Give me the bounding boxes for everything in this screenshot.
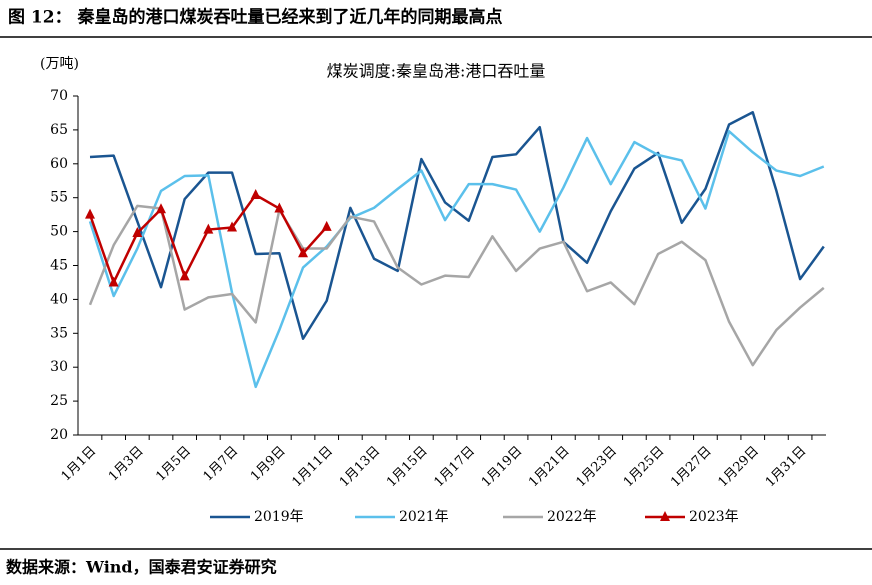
y-tick-label: 55 xyxy=(50,190,68,206)
series-line xyxy=(88,193,328,284)
point-marker xyxy=(179,270,190,281)
x-tick-label: 1月13日 xyxy=(337,444,384,491)
x-tick-label: 1月11日 xyxy=(289,444,336,491)
point-marker xyxy=(132,226,143,237)
source-note: 数据来源：Wind，国泰君安证券研究 xyxy=(6,558,277,577)
point-marker xyxy=(156,203,167,214)
point-marker xyxy=(108,276,119,287)
x-tick-label: 1月5日 xyxy=(153,444,194,485)
y-tick-label: 50 xyxy=(50,224,68,240)
chart-title: 煤炭调度:秦皇岛港:港口吞吐量 xyxy=(327,62,546,81)
y-tick-label: 20 xyxy=(50,427,68,443)
y-axis-label: (万吨) xyxy=(40,56,79,72)
legend-marker xyxy=(660,511,670,521)
point-marker xyxy=(298,247,309,258)
x-tick-label: 1月25日 xyxy=(621,444,668,491)
series-line xyxy=(88,204,825,367)
y-tick-label: 65 xyxy=(50,122,68,138)
x-tick-label: 1月1日 xyxy=(59,444,100,485)
y-tick-label: 45 xyxy=(50,258,68,274)
x-tick-label: 1月15日 xyxy=(384,444,431,491)
legend-label: 2022年 xyxy=(547,509,597,525)
series-line xyxy=(89,111,825,340)
x-tick-label: 1月29日 xyxy=(716,444,763,491)
legend-label: 2023年 xyxy=(689,509,739,525)
figure-title: 图 12： 秦皇岛的港口煤炭吞吐量已经来到了近几年的同期最高点 xyxy=(8,7,503,28)
x-tick-label: 1月27日 xyxy=(668,444,715,491)
y-tick-label: 30 xyxy=(50,359,68,375)
point-marker xyxy=(321,220,332,231)
point-marker xyxy=(85,208,95,219)
y-tick-label: 40 xyxy=(50,291,68,307)
x-tick-label: 1月23日 xyxy=(573,444,620,491)
y-tick-label: 60 xyxy=(50,156,68,172)
x-tick-label: 1月31日 xyxy=(763,444,810,491)
series-line xyxy=(88,130,825,389)
point-marker xyxy=(250,188,261,199)
y-tick-label: 25 xyxy=(50,393,68,409)
x-tick-label: 1月17日 xyxy=(431,444,478,491)
x-tick-label: 1月7日 xyxy=(201,444,242,485)
x-tick-label: 1月19日 xyxy=(479,444,526,491)
point-marker xyxy=(227,221,238,232)
legend-label: 2019年 xyxy=(254,509,304,525)
x-tick-label: 1月21日 xyxy=(526,444,573,491)
point-marker xyxy=(274,202,285,213)
x-tick-label: 1月9日 xyxy=(248,444,289,485)
legend-label: 2021年 xyxy=(399,509,449,525)
y-tick-label: 70 xyxy=(50,88,68,104)
y-tick-label: 35 xyxy=(50,325,68,341)
point-marker xyxy=(203,223,214,234)
x-tick-label: 1月3日 xyxy=(106,444,147,485)
